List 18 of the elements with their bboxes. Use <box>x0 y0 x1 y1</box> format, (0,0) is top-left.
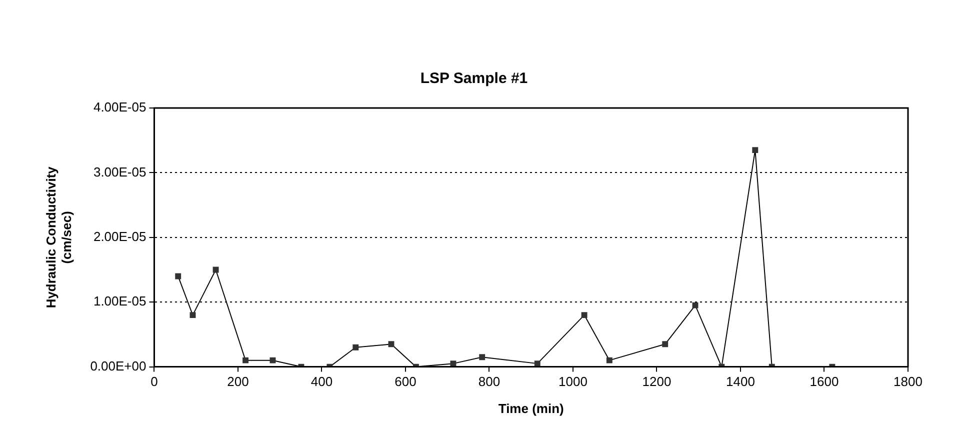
y-tick-label: 4.00E-05 <box>93 100 146 115</box>
x-tick-label: 1400 <box>726 374 755 390</box>
y-axis-title: Hydraulic Conductivity (cm/sec) <box>43 166 74 308</box>
x-tick-label: 400 <box>310 374 333 390</box>
x-tick-label: 800 <box>478 374 500 390</box>
chart-title: LSP Sample #1 <box>420 70 528 88</box>
x-tick-label: 1000 <box>558 374 588 390</box>
x-tick-label: 0 <box>150 374 158 390</box>
x-tick-label: 600 <box>394 374 416 390</box>
x-tick-label: 1200 <box>642 374 672 390</box>
x-tick-label: 200 <box>227 374 249 390</box>
x-tick-label: 1600 <box>810 374 839 390</box>
y-tick-label: 3.00E-05 <box>93 164 146 180</box>
y-tick-label: 1.00E-05 <box>93 294 146 309</box>
x-axis-title: Time (min) <box>498 400 564 416</box>
y-tick-label: 0.00E+00 <box>90 358 146 374</box>
y-tick-label: 2.00E-05 <box>93 228 146 244</box>
x-tick-label: 1800 <box>894 374 922 390</box>
